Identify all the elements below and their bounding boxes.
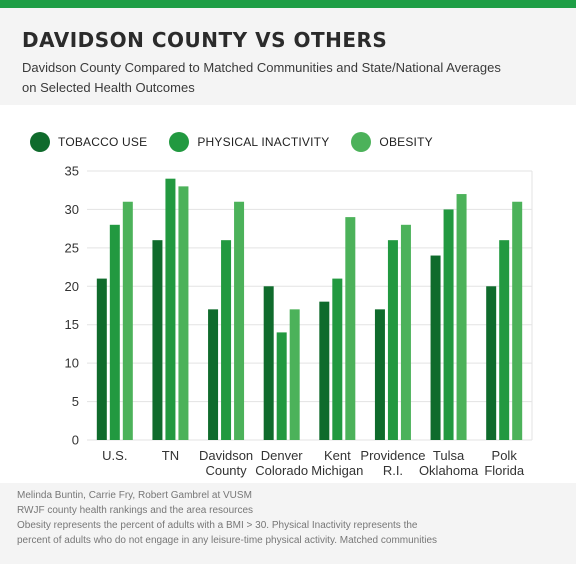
x-category-label: TN: [162, 448, 179, 463]
y-tick-label: 15: [65, 317, 79, 332]
y-tick-label: 10: [65, 356, 79, 371]
bar-physical-inactivity: [387, 240, 398, 440]
bar-obesity: [289, 309, 300, 440]
bar-tobacco-use: [319, 301, 330, 440]
y-tick-label: 0: [72, 433, 79, 448]
bar-physical-inactivity: [499, 240, 510, 440]
x-category-label: Davidson: [199, 448, 253, 463]
legend: TOBACCO USE PHYSICAL INACTIVITY OBESITY: [30, 128, 455, 156]
legend-item-inactivity: PHYSICAL INACTIVITY: [169, 132, 329, 152]
x-category-label: Colorado: [255, 463, 308, 478]
subtitle-line-2: on Selected Health Outcomes: [22, 80, 195, 95]
bar-obesity: [345, 217, 356, 440]
footer-note-1: Obesity represents the percent of adults…: [17, 520, 418, 531]
chart-area: TOBACCO USE PHYSICAL INACTIVITY OBESITY …: [0, 105, 576, 483]
y-tick-label: 20: [65, 279, 79, 294]
x-category-label: Florida: [484, 463, 525, 478]
bar-tobacco-use: [430, 255, 441, 440]
bar-physical-inactivity: [276, 332, 287, 440]
x-category-label: Denver: [261, 448, 304, 463]
bar-obesity: [122, 201, 133, 440]
x-category-label: Kent: [324, 448, 351, 463]
bar-tobacco-use: [374, 309, 385, 440]
footer-source: RWJF county health rankings and the area…: [17, 505, 254, 516]
footer: Melinda Buntin, Carrie Fry, Robert Gambr…: [0, 483, 576, 564]
x-category-label: Michigan: [311, 463, 363, 478]
footer-authors: Melinda Buntin, Carrie Fry, Robert Gambr…: [17, 490, 252, 501]
bar-physical-inactivity: [332, 278, 343, 440]
x-category-label: Providence: [360, 448, 425, 463]
y-tick-label: 5: [72, 394, 79, 409]
bar-obesity: [456, 194, 467, 440]
bar-obesity: [234, 201, 245, 440]
header: DAVIDSON COUNTY VS OTHERS Davidson Count…: [0, 8, 576, 105]
legend-swatch-obesity: [351, 132, 372, 152]
y-tick-label: 35: [65, 164, 79, 179]
x-category-label: County: [205, 463, 247, 478]
bar-obesity: [178, 186, 189, 440]
bar-tobacco-use: [263, 286, 274, 440]
footer-note-2: percent of adults who do not engage in a…: [17, 535, 438, 546]
bar-obesity: [512, 201, 523, 440]
y-tick-label: 30: [65, 202, 79, 217]
bar-physical-inactivity: [165, 178, 176, 440]
top-accent-bar: [0, 0, 576, 8]
bar-physical-inactivity: [221, 240, 232, 440]
bar-tobacco-use: [486, 286, 497, 440]
legend-swatch-inactivity: [169, 132, 190, 152]
bar-tobacco-use: [96, 278, 107, 440]
bar-tobacco-use: [152, 240, 163, 440]
legend-label-tobacco: TOBACCO USE: [58, 135, 148, 149]
x-category-label: Oklahoma: [419, 463, 479, 478]
bar-obesity: [400, 224, 411, 440]
y-tick-label: 25: [65, 240, 79, 255]
bar-physical-inactivity: [109, 224, 120, 440]
legend-item-obesity: OBESITY: [351, 132, 433, 152]
x-category-label: U.S.: [102, 448, 127, 463]
x-category-label: Polk: [492, 448, 518, 463]
legend-item-tobacco: TOBACCO USE: [30, 132, 147, 152]
chart-subtitle: Davidson County Compared to Matched Comm…: [22, 58, 522, 98]
bar-physical-inactivity: [443, 209, 454, 440]
x-category-label: R.I.: [383, 463, 403, 478]
bar-tobacco-use: [208, 309, 219, 440]
subtitle-line-1: Davidson County Compared to Matched Comm…: [22, 60, 501, 75]
legend-label-inactivity: PHYSICAL INACTIVITY: [197, 135, 330, 149]
legend-label-obesity: OBESITY: [379, 135, 433, 149]
x-category-label: Tulsa: [433, 448, 465, 463]
legend-swatch-tobacco: [30, 132, 50, 152]
chart-title: DAVIDSON COUNTY VS OTHERS: [22, 28, 388, 52]
